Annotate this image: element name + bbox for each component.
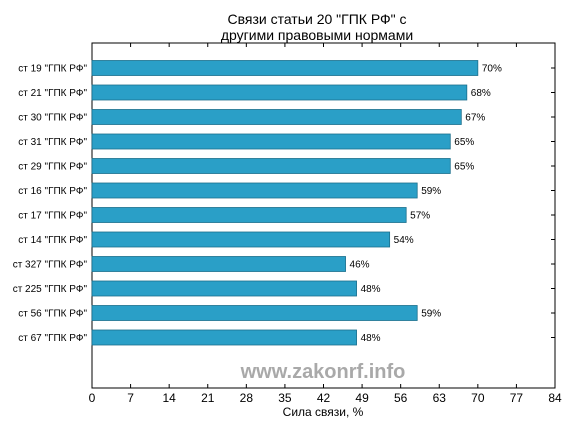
bar — [91, 305, 418, 321]
category-label: ст 29 "ГПК РФ" — [18, 162, 87, 173]
data-label: 48% — [361, 333, 381, 344]
bar — [91, 231, 391, 248]
bar — [91, 207, 407, 223]
category-label: ст 14 "ГПК РФ" — [18, 235, 87, 246]
x-tick-label: 35 — [278, 391, 292, 405]
x-tick-label: 7 — [127, 391, 134, 405]
bar — [91, 133, 451, 150]
x-tick-label: 70 — [471, 391, 485, 405]
data-label: 68% — [471, 88, 491, 99]
category-label: ст 17 "ГПК РФ" — [18, 211, 87, 222]
x-tick-label: 21 — [201, 391, 215, 405]
category-label: ст 67 "ГПК РФ" — [18, 333, 87, 344]
x-tick-label: 49 — [355, 391, 369, 405]
bar — [91, 329, 357, 346]
bar — [91, 158, 451, 174]
data-label: 70% — [482, 64, 502, 75]
category-label: ст 30 "ГПК РФ" — [18, 113, 87, 124]
data-label: 65% — [454, 137, 474, 148]
category-label: ст 21 "ГПК РФ" — [18, 88, 87, 99]
chart-title-line-1: Связи статьи 20 "ГПК РФ" с — [227, 11, 406, 27]
bar — [91, 60, 479, 76]
x-tick-label: 63 — [433, 391, 447, 405]
category-label: ст 19 "ГПК РФ" — [18, 64, 87, 75]
category-label: ст 31 "ГПК РФ" — [18, 137, 87, 148]
x-tick-label: 14 — [162, 391, 176, 405]
bar — [91, 182, 418, 199]
watermark-text: www.zakonrf.info — [240, 361, 406, 383]
data-label: 67% — [465, 113, 485, 124]
x-tick-label: 42 — [317, 391, 331, 405]
data-label: 59% — [421, 309, 441, 320]
bar — [91, 84, 468, 101]
x-tick-label: 56 — [394, 391, 408, 405]
bar — [91, 256, 346, 272]
data-label: 54% — [394, 235, 414, 246]
x-tick-label: 77 — [510, 391, 524, 405]
bar — [91, 280, 357, 297]
x-tick-label: 84 — [548, 391, 562, 405]
x-tick-label: 28 — [240, 391, 254, 405]
data-label: 48% — [361, 284, 381, 295]
category-label: ст 56 "ГПК РФ" — [18, 309, 87, 320]
chart-title-line-2: другими правовыми нормами — [221, 27, 413, 43]
category-label: ст 16 "ГПК РФ" — [18, 186, 87, 197]
category-label: ст 225 "ГПК РФ" — [13, 284, 88, 295]
data-label: 59% — [421, 186, 441, 197]
category-label: ст 327 "ГПК РФ" — [13, 260, 88, 271]
x-axis-label: Сила связи, % — [283, 405, 364, 419]
bar — [91, 109, 462, 125]
data-label: 65% — [454, 162, 474, 173]
data-label: 46% — [350, 260, 370, 271]
data-label: 57% — [410, 211, 430, 222]
x-tick-label: 0 — [89, 391, 96, 405]
